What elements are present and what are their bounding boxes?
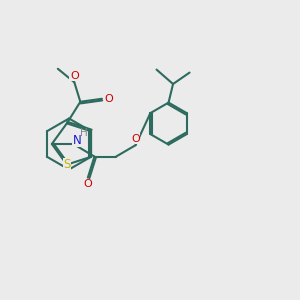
Text: O: O [104, 94, 113, 104]
Text: H: H [80, 128, 88, 139]
Text: O: O [131, 134, 140, 144]
Text: O: O [70, 71, 79, 81]
Text: S: S [63, 158, 70, 171]
Text: N: N [73, 134, 82, 147]
Text: O: O [83, 179, 92, 189]
